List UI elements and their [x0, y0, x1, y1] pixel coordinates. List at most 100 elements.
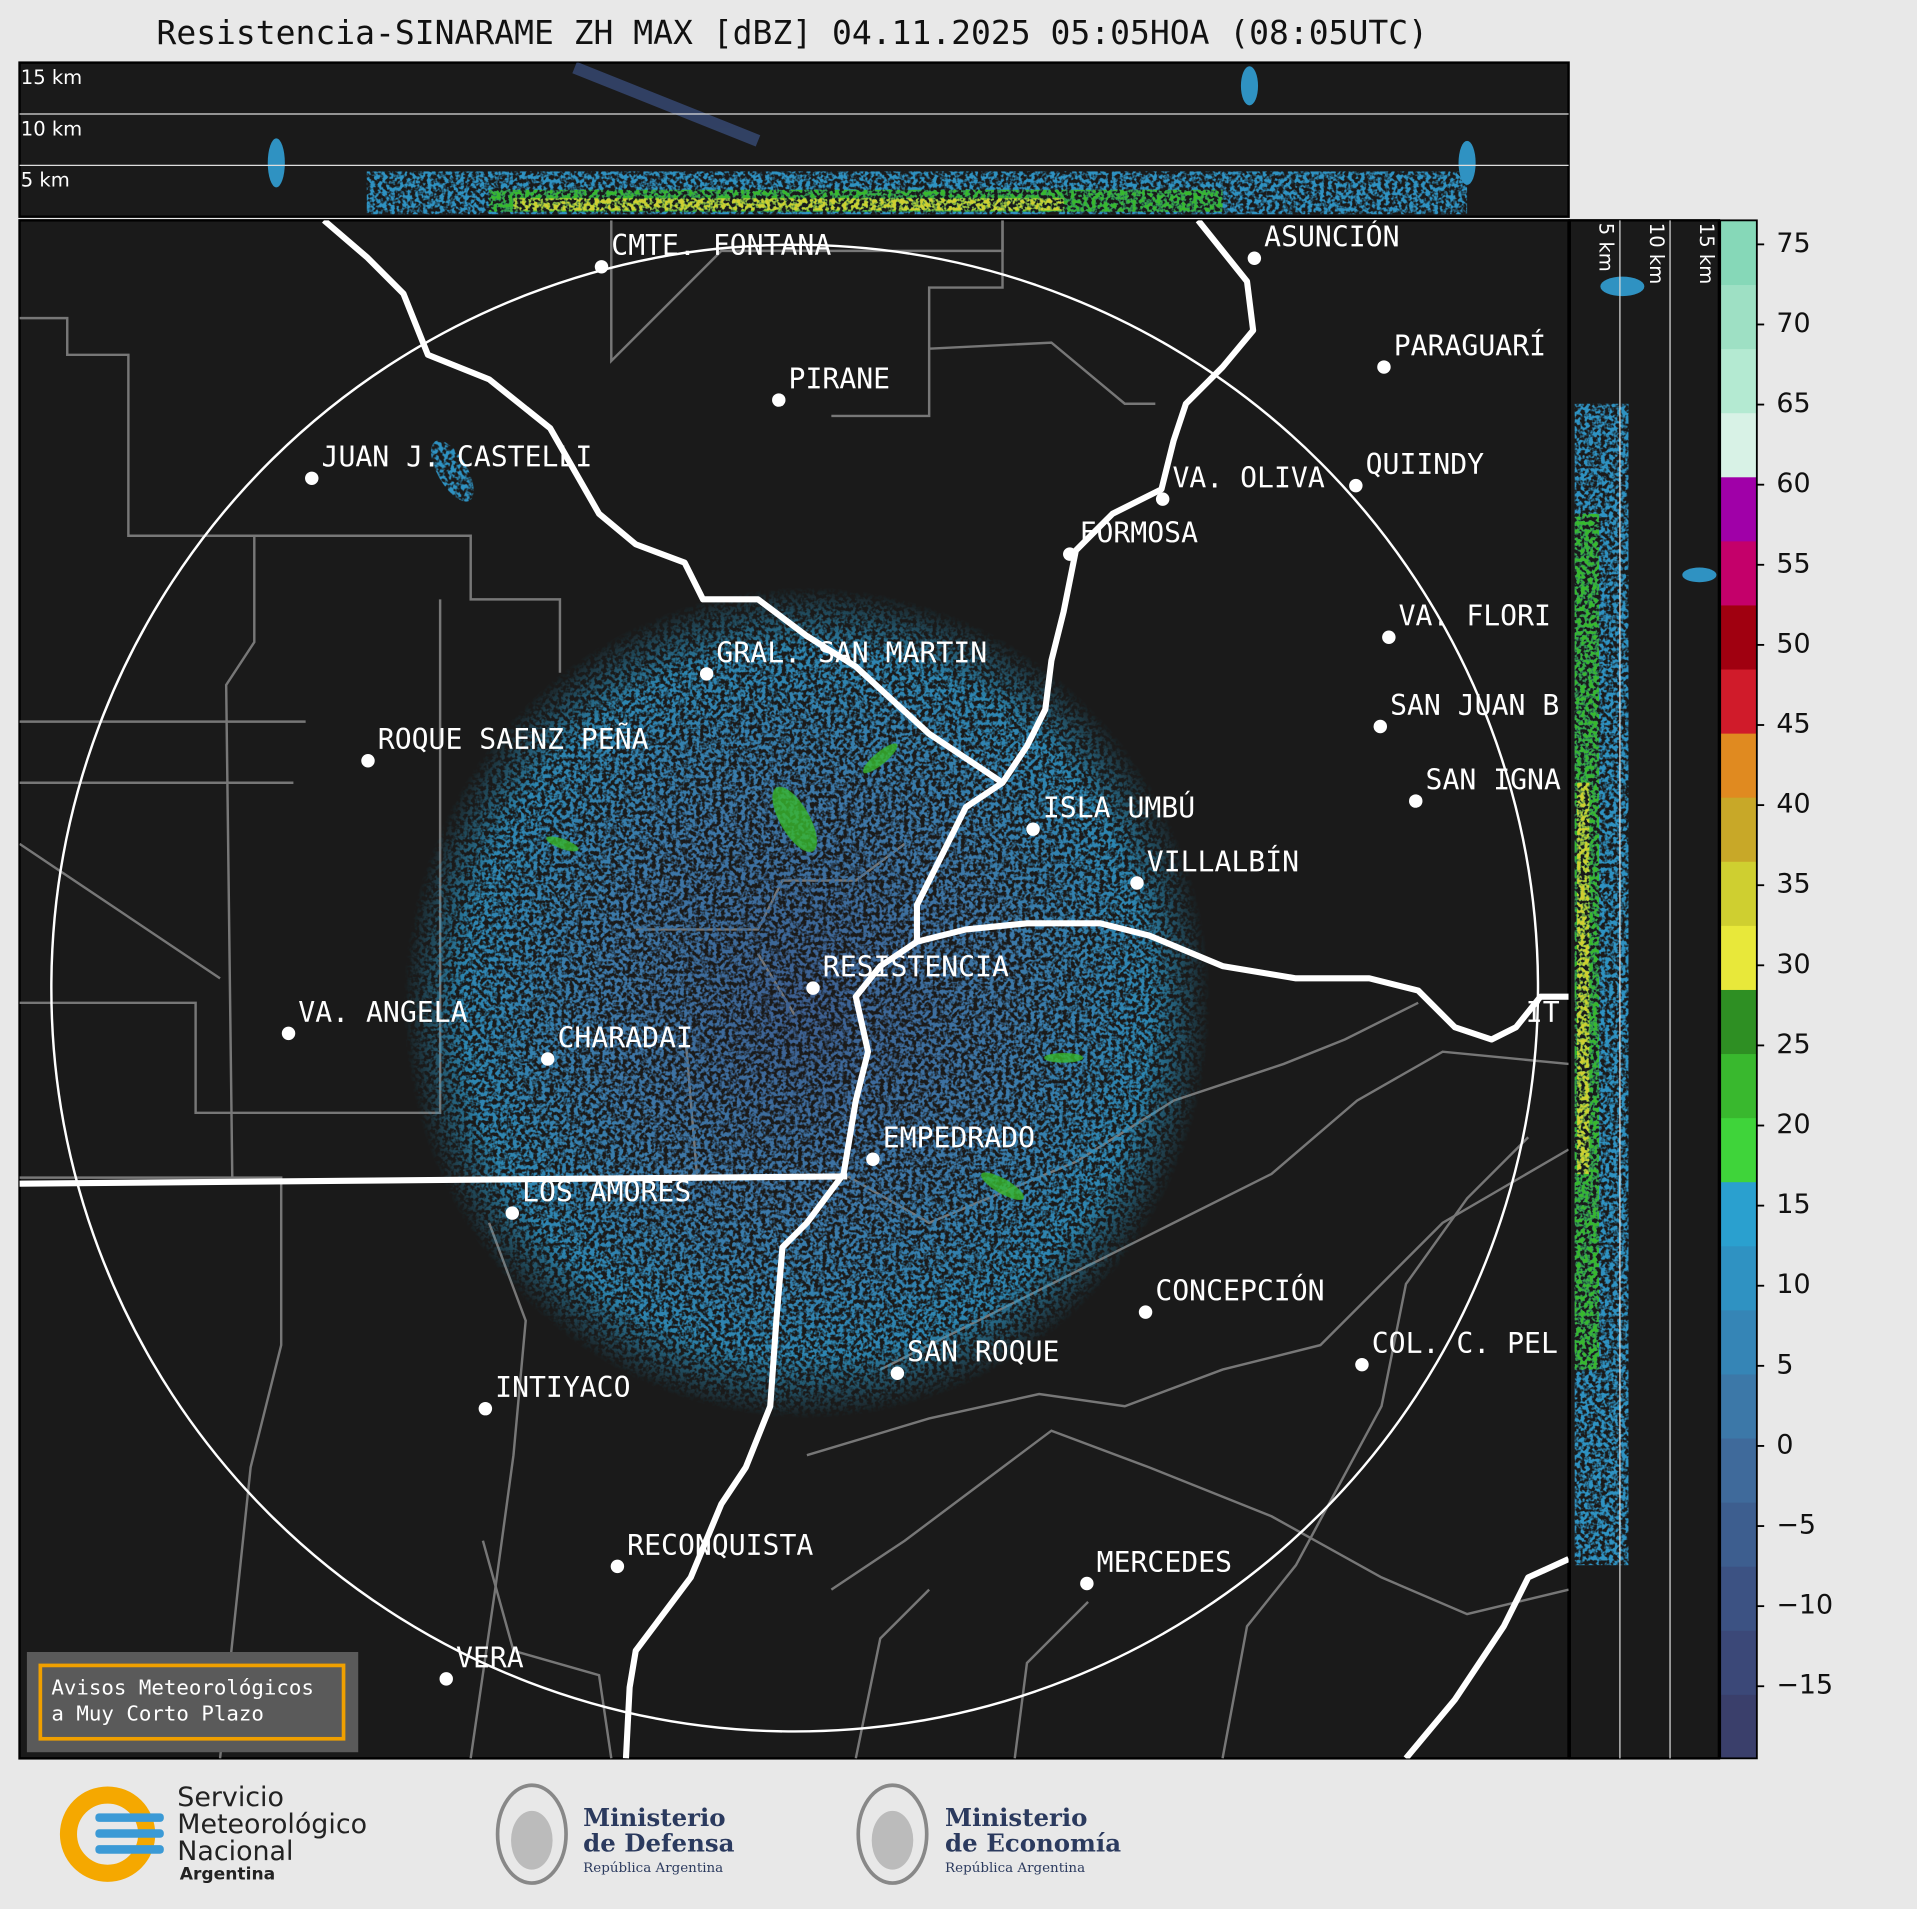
colorbar-tick-label: −5 [1776, 1510, 1816, 1541]
city-label: QUIINDY [1366, 448, 1485, 481]
altitude-label: 10 km [1645, 223, 1668, 284]
city-label: VERA [456, 1641, 524, 1674]
logo-defensa: Ministerio de Defensa República Argentin… [495, 1783, 735, 1885]
city-dot [505, 1206, 519, 1220]
logo-text: de Defensa [583, 1829, 734, 1858]
colorbar-tick-label: 55 [1776, 548, 1810, 579]
colorbar-band [1720, 1053, 1757, 1119]
city-label: RECONQUISTA [627, 1529, 813, 1562]
logo-text: Meteorológico [177, 1809, 367, 1840]
colorbar-tick-label: 35 [1776, 869, 1810, 900]
altitude-label: 5 km [21, 169, 70, 192]
city-dot [1349, 478, 1363, 493]
city-label: EMPEDRADO [883, 1122, 1035, 1155]
colorbar-band [1720, 1694, 1757, 1759]
altitude-label: 5 km [1595, 223, 1618, 272]
colorbar-band [1720, 1502, 1757, 1567]
colorbar-band [1720, 1309, 1757, 1375]
title: Resistencia-SINARAME ZH MAX [dBZ] 04.11.… [156, 13, 1428, 52]
city-label: CMTE. FONTANA [611, 229, 831, 262]
colorbar-band [1720, 220, 1757, 286]
logo-text: Argentina [180, 1864, 275, 1884]
logo-economia: Ministerio de Economía República Argenti… [856, 1783, 1121, 1885]
altitude-label: 15 km [21, 66, 82, 89]
altitude-label: 15 km [1695, 223, 1718, 284]
colorbar-tick-label: 45 [1776, 708, 1810, 739]
city-label: LOS AMORES [522, 1176, 691, 1209]
city-dot [540, 1052, 555, 1066]
colorbar-tick-label: 20 [1776, 1109, 1810, 1140]
colorbar-band [1720, 284, 1757, 350]
city-label: GRAL. SAN MARTIN [716, 636, 987, 669]
city-dot [361, 753, 375, 768]
city-dot [1155, 492, 1170, 506]
colorbar-tick-label: 50 [1776, 628, 1810, 659]
colorbar-band [1720, 1117, 1757, 1183]
city-dot [1382, 630, 1396, 644]
city-layer: CMTE. FONTANA PIRANE JUAN J. CASTELLI ASUNC… [281, 220, 1561, 1686]
notice-text: a Muy Corto Plazo [51, 1701, 264, 1725]
city-dot [305, 471, 319, 486]
colorbar-band [1720, 989, 1757, 1055]
notice-box [26, 1651, 359, 1753]
city-dot [866, 1152, 880, 1167]
city-label: INTIYACO [495, 1371, 630, 1404]
city-label: CONCEPCIÓN [1155, 1274, 1324, 1308]
city-dot [281, 1026, 296, 1041]
radar-echo-cells [546, 743, 1084, 1200]
city-dot [890, 1366, 905, 1380]
radar-echo [431, 440, 474, 502]
city-label: VA. FLORI [1399, 600, 1551, 633]
city-dot [1247, 251, 1262, 265]
city-dot [1138, 1305, 1153, 1319]
colorbar-tick-label: 25 [1776, 1029, 1810, 1060]
colorbar-tick-label: 5 [1776, 1349, 1793, 1380]
colorbar-tick-label: 75 [1776, 228, 1810, 259]
city-label: COL. C. PEL [1372, 1327, 1558, 1360]
map: CMTE. FONTANA PIRANE JUAN J. CASTELLI ASUNC… [19, 220, 1569, 1759]
city-dot [1409, 794, 1423, 808]
colorbar-frame [1719, 219, 1758, 1760]
colorbar-band [1720, 1566, 1757, 1631]
city-label: IT [1526, 996, 1560, 1029]
city-dot [1130, 876, 1144, 890]
colorbar-tick-label: 30 [1776, 949, 1810, 980]
colorbar-band [1720, 1373, 1757, 1439]
colorbar-band [1720, 1245, 1757, 1311]
colorbar-tick-label: 70 [1776, 308, 1810, 339]
colorbar-tick-label: 40 [1776, 789, 1810, 820]
city-dot [699, 667, 714, 681]
logo-smn: Servicio Meteorológico Nacional Argentin… [59, 1782, 367, 1884]
city-label: CHARADAI [557, 1021, 692, 1054]
colorbar-tick-label: 15 [1776, 1189, 1810, 1220]
city-label: ASUNCIÓN [1264, 220, 1399, 254]
colorbar-band [1720, 412, 1757, 478]
city-label: SAN ROQUE [907, 1336, 1059, 1369]
logo-text: República Argentina [945, 1861, 1085, 1876]
colorbar-band [1720, 476, 1757, 542]
colorbar-band [1720, 1181, 1757, 1247]
city-dot [1355, 1357, 1369, 1372]
range-ring [50, 243, 1540, 1733]
city-label: JUAN J. CASTELLI [322, 441, 593, 474]
logo-text: República Argentina [583, 1861, 723, 1876]
logo-text: Nacional [177, 1836, 293, 1867]
logo-text: Ministerio [945, 1803, 1087, 1832]
city-dot [1080, 1576, 1094, 1591]
notice-frame [38, 1663, 346, 1741]
colorbar-tick-label: 10 [1776, 1269, 1810, 1300]
city-label: ROQUE SAENZ PEÑA [378, 722, 649, 756]
city-dot [594, 260, 609, 274]
radar-echo [403, 587, 1211, 1419]
colorbar-band [1720, 1630, 1757, 1695]
city-dot [439, 1672, 453, 1686]
city-dot [1377, 360, 1391, 374]
city-label: VA. OLIVA [1172, 462, 1324, 495]
notice-text: Avisos Meteorológicos [51, 1676, 314, 1700]
city-dot [1373, 719, 1388, 734]
logo-text: de Economía [945, 1829, 1121, 1858]
logo-text: Ministerio [583, 1803, 725, 1832]
colorbar-band [1720, 733, 1757, 798]
